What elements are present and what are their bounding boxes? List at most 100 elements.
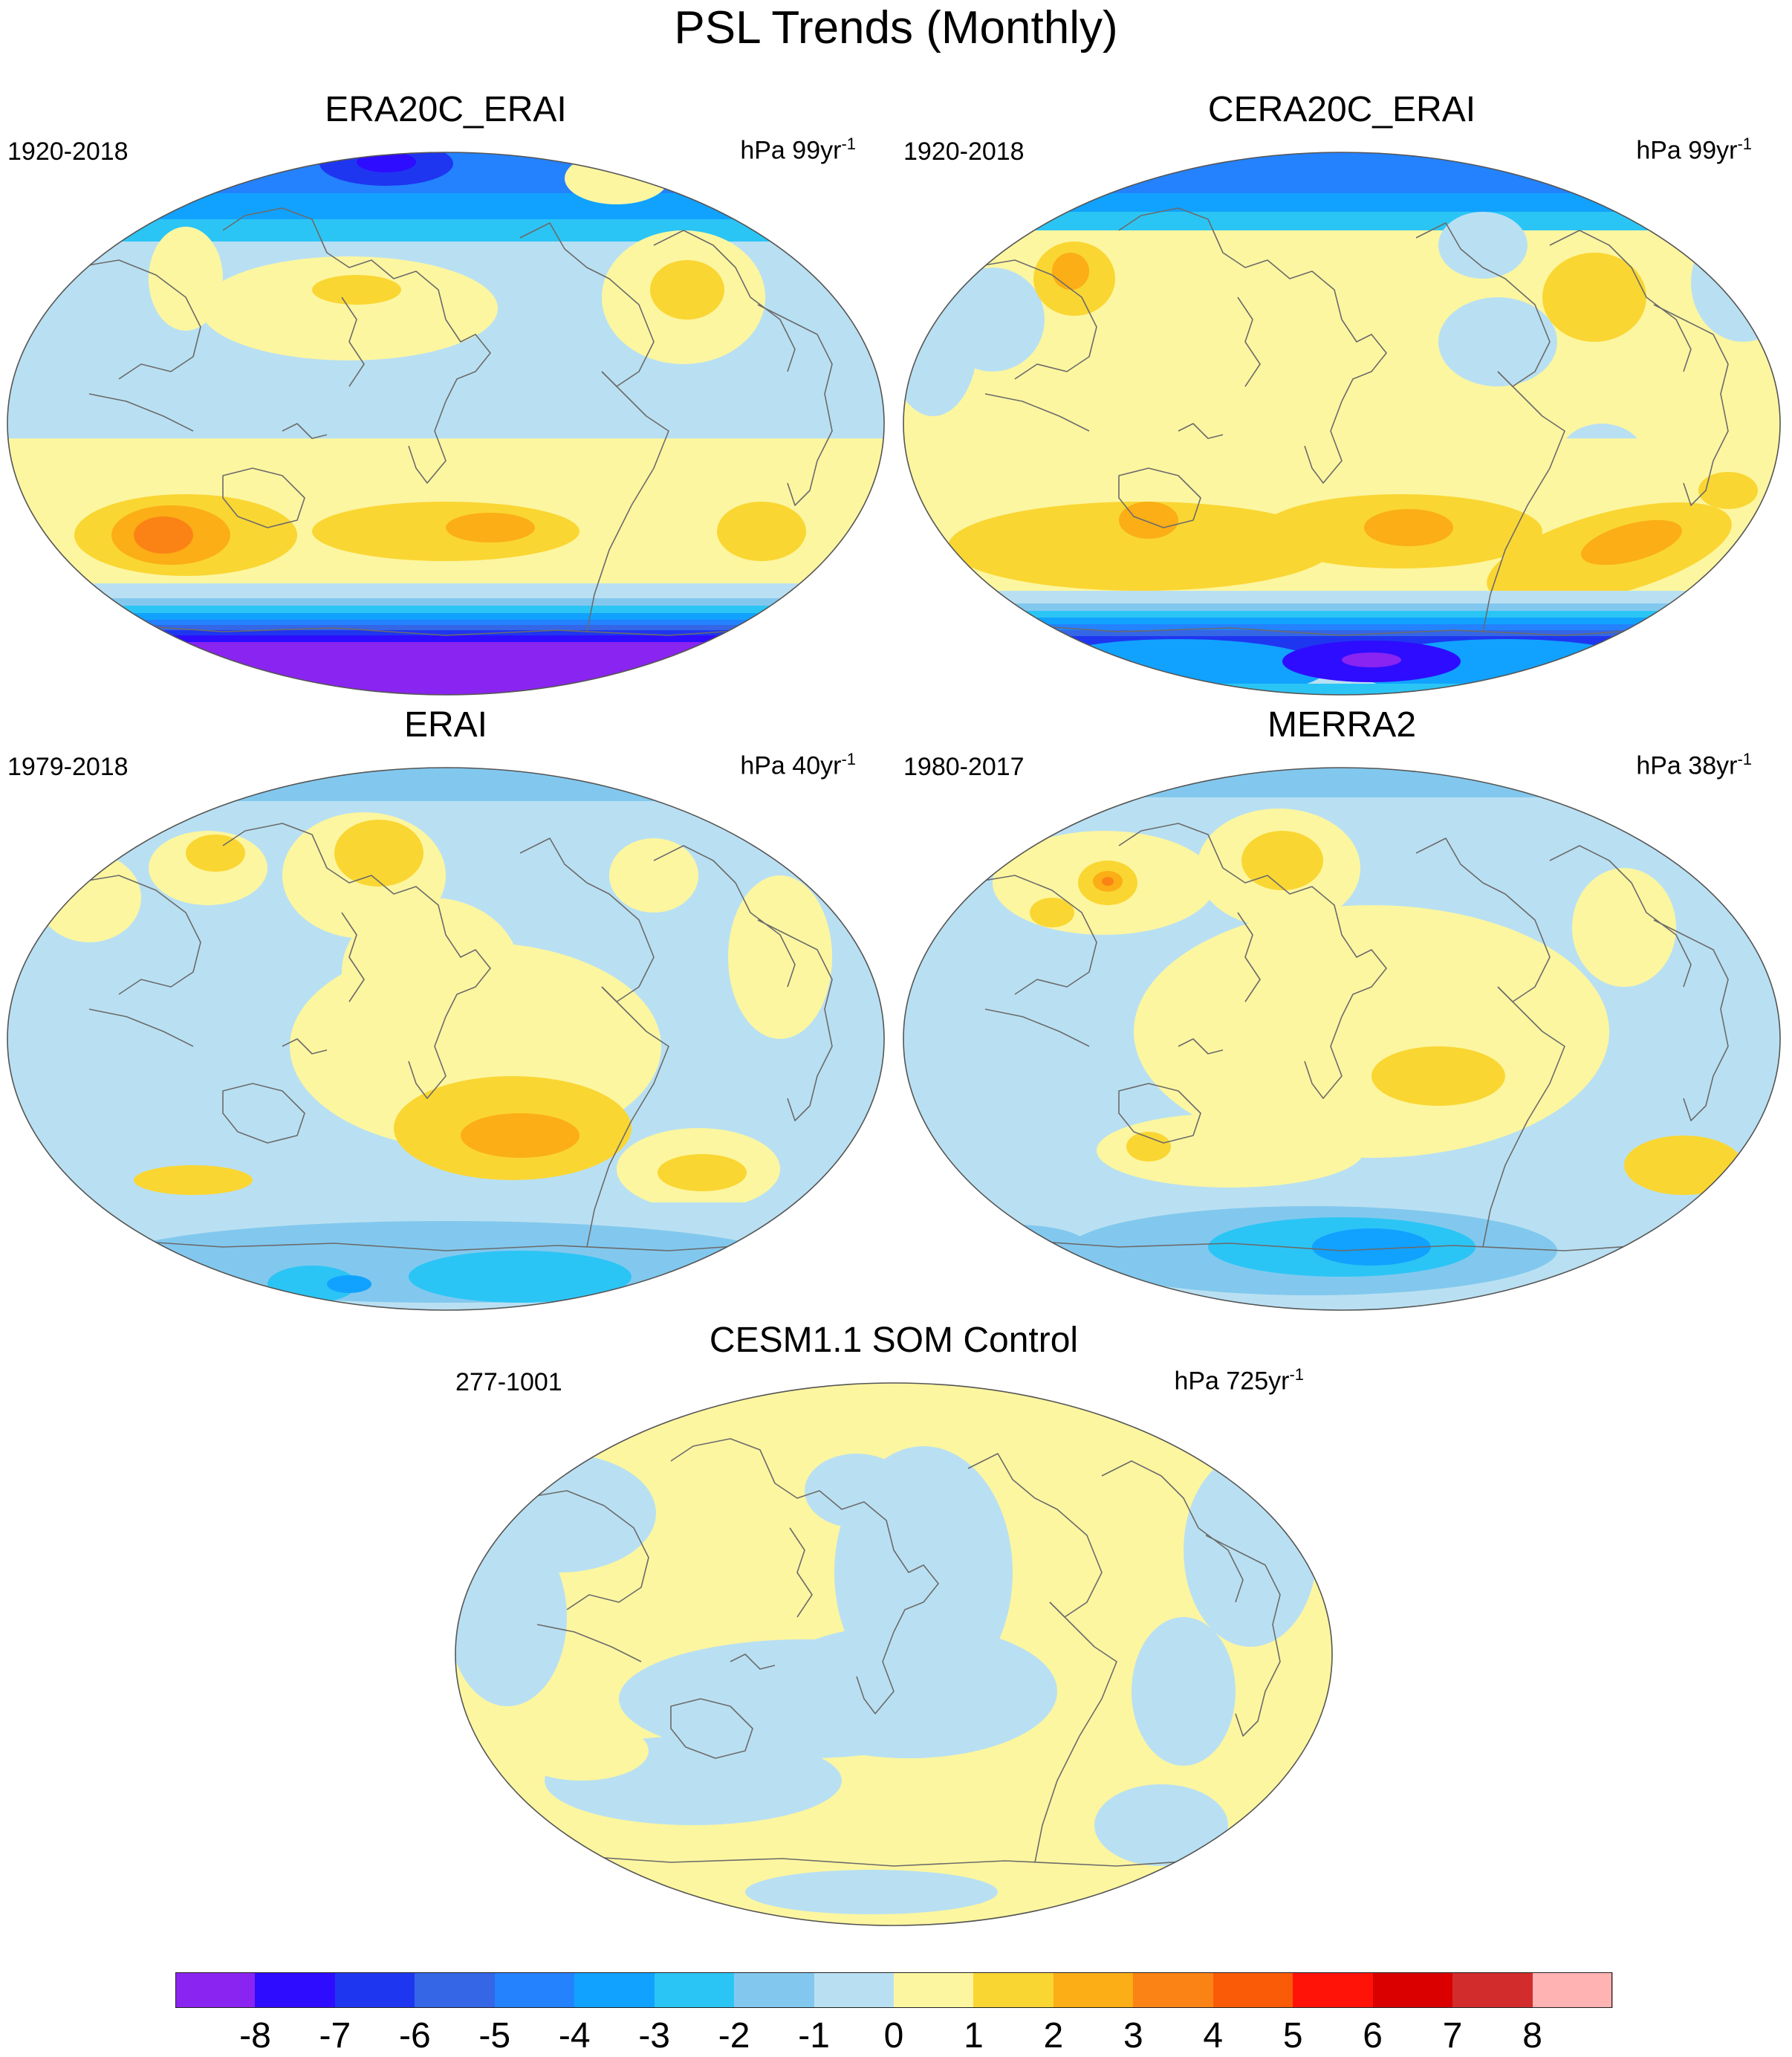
- coastline: [789, 1527, 813, 1618]
- coastlines: [74, 207, 833, 636]
- coastline: [757, 304, 833, 506]
- coastline: [408, 401, 447, 484]
- colorbar-swatch: [175, 1972, 256, 2008]
- coastline: [1415, 222, 1551, 387]
- contour-region: [805, 1454, 909, 1528]
- colorbar-swatch: [734, 1972, 815, 2008]
- panel-units: hPa 725yr-1: [1174, 1365, 1304, 1396]
- contour-region: [1126, 1132, 1171, 1162]
- coastline: [586, 371, 669, 632]
- panel-title: CESM1.1 SOM Control: [709, 1321, 1079, 1360]
- contour-region: [1572, 868, 1676, 987]
- colorbar-tick-label: -6: [398, 2016, 431, 2056]
- coastline: [1118, 467, 1201, 528]
- colorbar-tick-label: -1: [798, 2016, 830, 2056]
- colorbar-swatch: [1133, 1972, 1214, 2008]
- trend-map: [903, 767, 1781, 1311]
- coastline: [670, 1698, 753, 1759]
- panel-title: CERA20C_ERAI: [1207, 90, 1476, 129]
- contour-region: [312, 502, 580, 561]
- trend-map: [903, 152, 1781, 696]
- contour-band: [7, 583, 884, 600]
- colorbar-tick-label: 2: [1043, 2016, 1064, 2056]
- colorbar-swatch: [255, 1972, 336, 2008]
- contour-region: [1371, 1046, 1505, 1106]
- contour-region: [342, 898, 520, 1046]
- map-outline: [7, 767, 885, 1311]
- map-outline: [903, 152, 1781, 696]
- coastline: [519, 838, 655, 1002]
- contour-region: [455, 1528, 567, 1706]
- contour-band: [903, 684, 1780, 695]
- contour-band: [7, 630, 884, 636]
- coastline: [1007, 623, 1677, 636]
- map-field: [7, 152, 884, 695]
- coastline: [1178, 1038, 1224, 1055]
- colorbar-tick-label: -2: [718, 2016, 750, 2056]
- coastline: [222, 1083, 305, 1144]
- coastline: [1482, 371, 1565, 632]
- colorbar-swatch: [1532, 1972, 1613, 2008]
- panel-years: 1920-2018: [903, 137, 1025, 166]
- contour-region: [1132, 1617, 1236, 1766]
- contour-region: [312, 275, 401, 305]
- coastline: [967, 1453, 1103, 1618]
- colorbar-tick-label: -3: [638, 2016, 670, 2056]
- trend-map: [455, 1382, 1333, 1926]
- coastline: [1118, 207, 1387, 402]
- coastline: [856, 1631, 895, 1714]
- contour-region: [1342, 652, 1401, 667]
- panel-units: hPa 38yr-1: [1636, 750, 1752, 780]
- colorbar: [175, 1972, 1613, 2008]
- colorbar-swatch: [574, 1972, 655, 2008]
- contour-band: [7, 606, 884, 613]
- contour-region: [1097, 1113, 1364, 1188]
- contour-region: [745, 1870, 998, 1914]
- contour-region: [760, 1624, 1057, 1758]
- coastlines: [970, 207, 1729, 636]
- contour-band: [903, 611, 1780, 618]
- coastline: [559, 1854, 1229, 1867]
- coastline: [222, 467, 305, 528]
- map-outline: [455, 1382, 1333, 1926]
- colorbar-swatch: [1293, 1972, 1374, 2008]
- colorbar-tick-label: -5: [478, 2016, 511, 2056]
- contour-band: [7, 635, 884, 643]
- coastline: [1415, 838, 1551, 1002]
- coastline: [1101, 1460, 1244, 1603]
- contour-region: [1698, 472, 1758, 509]
- contour-region: [1624, 1136, 1743, 1195]
- coastline: [536, 1624, 642, 1662]
- colorbar-swatch: [654, 1972, 736, 2008]
- contour-region: [650, 260, 724, 320]
- map-outline: [903, 767, 1781, 1311]
- coastline: [730, 1653, 776, 1670]
- contour-region: [658, 1154, 747, 1191]
- colorbar-swatch: [894, 1972, 975, 2008]
- contour-region: [1438, 212, 1528, 279]
- coastline: [653, 230, 796, 372]
- contour-region: [1052, 253, 1089, 290]
- contour-region: [948, 502, 1334, 591]
- contour-region: [609, 838, 698, 913]
- map-outline: [7, 152, 885, 696]
- colorbar-swatch: [415, 1972, 496, 2008]
- colorbar-swatch: [1372, 1972, 1454, 2008]
- coastlines: [74, 823, 833, 1251]
- colorbar-tick-label: -8: [239, 2016, 271, 2056]
- contour-band: [903, 212, 1780, 230]
- coastline: [1205, 1535, 1281, 1737]
- contour-region: [186, 835, 245, 872]
- contour-region: [409, 1251, 632, 1303]
- contour-region: [1184, 1454, 1317, 1647]
- map-field: [7, 768, 884, 1310]
- contour-region: [1542, 253, 1646, 342]
- colorbar-swatch: [334, 1972, 416, 2008]
- colorbar-swatch: [973, 1972, 1054, 2008]
- coastline: [984, 1008, 1090, 1047]
- contour-band: [903, 618, 1780, 625]
- contour-region: [134, 1165, 253, 1195]
- contour-region: [565, 152, 669, 204]
- coastline: [1118, 1083, 1201, 1144]
- coastline: [88, 1008, 194, 1047]
